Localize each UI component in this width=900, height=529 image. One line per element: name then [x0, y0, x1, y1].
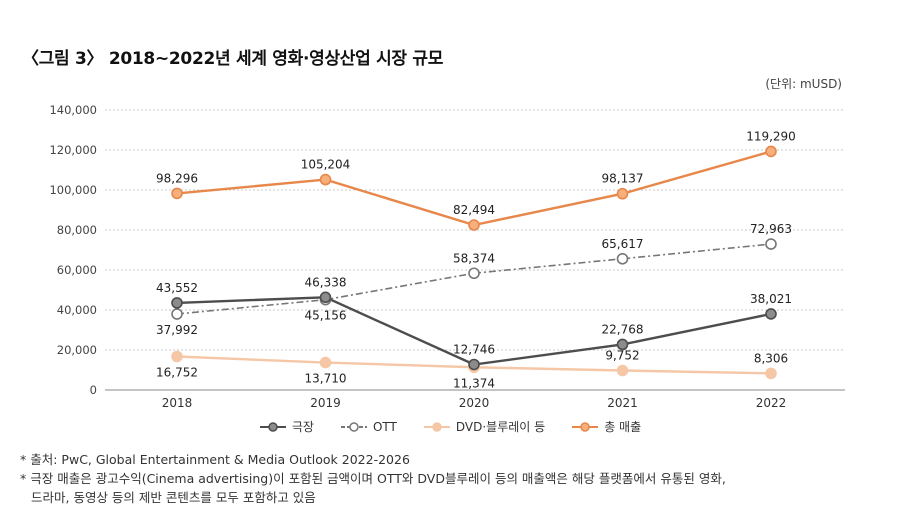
- footnote-mark: *: [20, 452, 27, 467]
- data-point: [765, 367, 777, 380]
- footnote-text: 극장 매출은 광고수익(Cinema advertising)이 포함된 금액이…: [30, 471, 726, 486]
- y-tick-label: 0: [90, 383, 97, 397]
- footnote-source: * 출처: PwC, Global Entertainment & Media O…: [20, 450, 726, 469]
- y-tick-label: 100,000: [49, 183, 97, 197]
- footnote-definition: * 극장 매출은 광고수익(Cinema advertising)이 포함된 금액…: [20, 469, 726, 488]
- data-point: [171, 350, 183, 363]
- footnote-text: 드라마, 동영상 등의 제반 콘텐츠를 모두 포함하고 있음: [31, 490, 316, 505]
- data-label: 9,752: [605, 348, 639, 362]
- chart-title: 〈그림 3〉 2018~2022년 세계 영화·영상산업 시장 규모: [22, 49, 444, 69]
- legend-swatch-total: [572, 421, 599, 432]
- data-label: 16,752: [156, 365, 198, 379]
- x-tick-label: 2020: [459, 396, 490, 410]
- data-point: [616, 364, 629, 377]
- data-point: [765, 145, 777, 158]
- data-label: 105,204: [301, 158, 351, 172]
- footnote-definition-cont: 드라마, 동영상 등의 제반 콘텐츠를 모두 포함하고 있음: [20, 488, 726, 507]
- legend-marker: [349, 421, 359, 432]
- footnotes: * 출처: PwC, Global Entertainment & Media O…: [20, 450, 726, 507]
- legend-label-theater: 극장: [291, 420, 314, 434]
- data-label: 98,137: [602, 172, 644, 186]
- unit-label: (단위: mUSD): [765, 77, 842, 91]
- legend-swatch-ott: [340, 421, 367, 432]
- data-label: 98,296: [156, 171, 198, 185]
- data-label: 8,306: [754, 351, 788, 365]
- data-label: 12,746: [453, 343, 495, 357]
- legend-item-ott: OTT: [340, 418, 397, 435]
- data-point: [616, 338, 629, 351]
- data-label: 58,374: [453, 251, 495, 265]
- data-point: [319, 356, 332, 369]
- legend-item-total: 총 매출: [571, 418, 641, 435]
- data-point: [616, 252, 629, 265]
- legend-marker: [432, 421, 442, 432]
- x-tick-label: 2021: [607, 396, 638, 410]
- data-label: 38,021: [750, 292, 792, 306]
- legend-marker: [580, 421, 590, 432]
- legend-item-dvd: DVD·블루레이 등: [423, 418, 545, 435]
- data-point: [468, 358, 480, 371]
- data-point: [171, 308, 183, 320]
- data-point: [616, 187, 629, 200]
- data-point: [468, 219, 480, 231]
- data-label: 46,338: [305, 275, 347, 289]
- data-label: 11,374: [453, 376, 495, 390]
- data-point: [319, 291, 332, 304]
- y-tick-label: 140,000: [49, 103, 97, 117]
- legend-label-total: 총 매출: [604, 420, 642, 434]
- legend-item-theater: 극장: [259, 418, 314, 435]
- data-point: [468, 267, 480, 280]
- legend-label-dvd: DVD·블루레이 등: [455, 420, 546, 434]
- data-label: 82,494: [453, 203, 495, 217]
- data-label: 65,617: [602, 237, 644, 251]
- data-point: [765, 238, 777, 250]
- data-point: [319, 173, 332, 186]
- x-tick-label: 2022: [756, 396, 787, 410]
- y-tick-label: 40,000: [57, 303, 97, 317]
- data-point: [171, 297, 183, 309]
- y-tick-label: 120,000: [49, 143, 97, 157]
- legend-marker: [268, 421, 278, 432]
- x-tick-label: 2018: [162, 396, 193, 410]
- data-label: 45,156: [305, 309, 347, 323]
- legend-label-ott: OTT: [372, 419, 397, 434]
- x-tick-label: 2019: [310, 396, 341, 410]
- data-point: [765, 308, 777, 320]
- data-point: [171, 187, 183, 200]
- y-tick-label: 60,000: [57, 263, 97, 277]
- data-label: 43,552: [156, 281, 198, 295]
- footnote-text: 출처: PwC, Global Entertainment & Media Ou…: [30, 452, 410, 467]
- footnote-mark: *: [20, 471, 27, 486]
- y-tick-label: 80,000: [57, 223, 97, 237]
- data-label: 13,710: [305, 372, 347, 386]
- legend-swatch-theater: [259, 421, 286, 432]
- y-tick-label: 20,000: [57, 343, 97, 357]
- line-chart: 0 20,000 40,000 60,000 80,000 100,000 120,000 1…: [49, 103, 845, 410]
- legend-swatch-dvd: [423, 421, 450, 432]
- data-label: 22,768: [602, 322, 644, 336]
- data-label: 37,992: [156, 323, 198, 337]
- chart-legend: 극장 OTT DVD·블루레이 등 총 매출: [0, 418, 900, 435]
- data-label: 72,963: [750, 222, 792, 236]
- data-label: 119,290: [746, 129, 796, 143]
